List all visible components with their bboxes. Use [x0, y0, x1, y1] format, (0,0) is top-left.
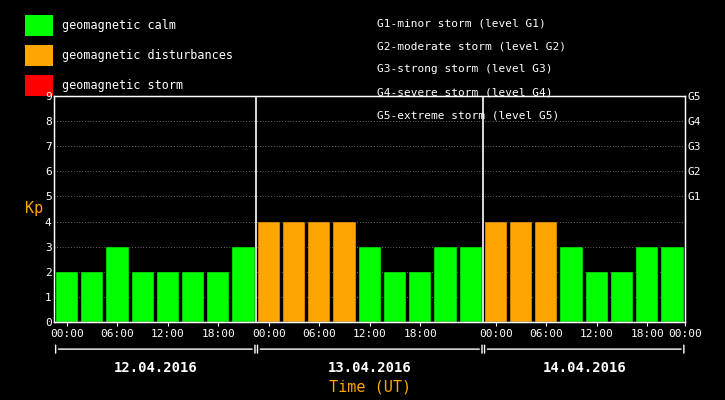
Bar	[510, 222, 532, 322]
Bar	[283, 222, 305, 322]
Bar	[586, 272, 608, 322]
Bar	[131, 272, 154, 322]
Bar	[334, 222, 356, 322]
Bar	[409, 272, 431, 322]
Bar	[359, 247, 381, 322]
Bar	[611, 272, 633, 322]
Bar	[661, 247, 684, 322]
Y-axis label: Kp: Kp	[25, 202, 43, 216]
Text: geomagnetic storm: geomagnetic storm	[62, 79, 183, 92]
Text: G2-moderate storm (level G2): G2-moderate storm (level G2)	[377, 41, 566, 51]
Bar	[81, 272, 104, 322]
Bar	[257, 222, 280, 322]
Bar	[56, 272, 78, 322]
Text: 12.04.2016: 12.04.2016	[113, 361, 197, 375]
Bar	[384, 272, 406, 322]
Bar	[485, 222, 507, 322]
Text: 14.04.2016: 14.04.2016	[542, 361, 626, 375]
Bar	[308, 222, 331, 322]
Bar	[560, 247, 583, 322]
Text: G4-severe storm (level G4): G4-severe storm (level G4)	[377, 88, 552, 98]
Bar	[636, 247, 658, 322]
Text: geomagnetic calm: geomagnetic calm	[62, 19, 175, 32]
Bar	[233, 247, 254, 322]
Bar	[107, 247, 128, 322]
Text: Time (UT): Time (UT)	[328, 379, 411, 394]
Text: G1-minor storm (level G1): G1-minor storm (level G1)	[377, 18, 546, 28]
Bar	[535, 222, 558, 322]
Bar	[182, 272, 204, 322]
Text: 13.04.2016: 13.04.2016	[328, 361, 412, 375]
Bar	[207, 272, 230, 322]
Text: geomagnetic disturbances: geomagnetic disturbances	[62, 49, 233, 62]
Text: G5-extreme storm (level G5): G5-extreme storm (level G5)	[377, 111, 559, 121]
Text: G3-strong storm (level G3): G3-strong storm (level G3)	[377, 64, 552, 74]
Bar	[434, 247, 457, 322]
Bar	[460, 247, 482, 322]
Bar	[157, 272, 179, 322]
